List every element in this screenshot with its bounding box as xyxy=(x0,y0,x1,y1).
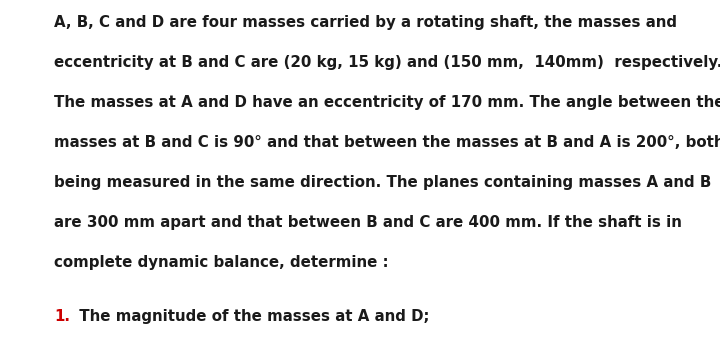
Text: being measured in the same direction. The planes containing masses A and B: being measured in the same direction. Th… xyxy=(54,175,711,190)
Text: are 300 mm apart and that between B and C are 400 mm. If the shaft is in: are 300 mm apart and that between B and … xyxy=(54,215,682,230)
Text: A, B, C and D are four masses carried by a rotating shaft, the masses and: A, B, C and D are four masses carried by… xyxy=(54,15,677,30)
Text: The masses at A and D have an eccentricity of 170 mm. The angle between the: The masses at A and D have an eccentrici… xyxy=(54,95,720,110)
Text: The magnitude of the masses at A and D;: The magnitude of the masses at A and D; xyxy=(74,309,430,324)
Text: eccentricity at B and C are (20 kg, 15 kg) and (150 mm,  140mm)  respectively.: eccentricity at B and C are (20 kg, 15 k… xyxy=(54,55,720,70)
Text: 1.: 1. xyxy=(54,309,70,324)
Text: complete dynamic balance, determine :: complete dynamic balance, determine : xyxy=(54,255,389,270)
Text: masses at B and C is 90° and that between the masses at B and A is 200°, both: masses at B and C is 90° and that betwee… xyxy=(54,135,720,150)
